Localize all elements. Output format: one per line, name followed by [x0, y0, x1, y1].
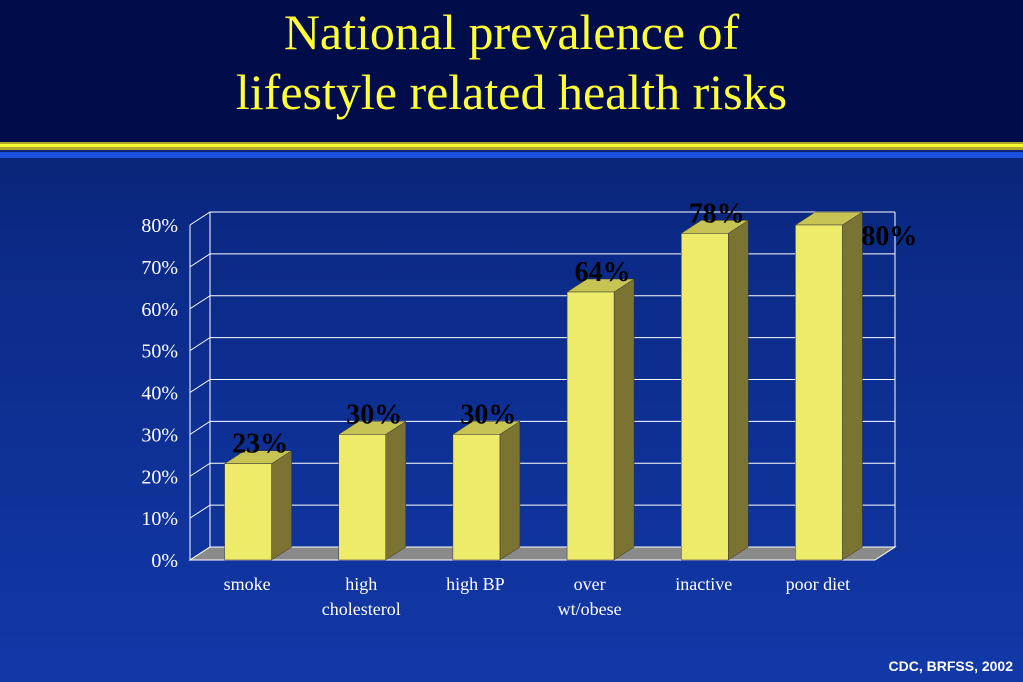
data-label: 78%: [689, 198, 745, 229]
bar-side: [385, 420, 406, 561]
data-label: 80%: [861, 221, 917, 252]
bar-side: [271, 450, 292, 561]
y-tick-label: 0%: [151, 550, 178, 572]
bar: [566, 291, 615, 561]
bar: [795, 224, 843, 561]
chart-floor: [188, 546, 897, 561]
wall-gridline: [189, 379, 211, 393]
data-label: 30%: [460, 399, 516, 430]
y-tick-label: 10%: [141, 508, 178, 530]
y-tick-label: 80%: [141, 215, 178, 237]
wall-gridline: [189, 462, 211, 477]
y-tick-label: 60%: [141, 299, 178, 321]
x-tick-label: cholesterol: [322, 599, 401, 619]
x-tick-label: inactive: [675, 574, 732, 594]
bar: [452, 434, 501, 561]
x-tick-label: high: [345, 574, 377, 594]
y-tick-label: 20%: [141, 466, 178, 488]
wall-gridline: [189, 253, 211, 268]
slide-title: National prevalence of lifestyle related…: [0, 2, 1023, 122]
wall-gridline: [189, 337, 211, 352]
wall-gridline: [189, 420, 211, 435]
title-underline-gold: [0, 142, 1023, 150]
bar-side: [613, 278, 635, 561]
data-label: 64%: [575, 257, 631, 288]
wall-gridline: [189, 504, 211, 519]
bar: [681, 233, 729, 561]
y-tick-label: 30%: [141, 424, 178, 446]
x-tick-label: poor diet: [786, 574, 851, 594]
title-underline-blue: [0, 152, 1023, 158]
data-label: 23%: [232, 429, 288, 460]
y-tick-label: 50%: [141, 341, 178, 363]
bar-side: [842, 211, 863, 561]
source-citation: CDC, BRFSS, 2002: [888, 658, 1013, 674]
x-tick-label: wt/obese: [558, 599, 622, 619]
title-line-2: lifestyle related health risks: [235, 64, 788, 120]
wall-gridline: [189, 211, 211, 226]
data-label: 30%: [346, 399, 402, 430]
title-line-1: National prevalence of: [283, 4, 740, 60]
slide-header: [0, 0, 1023, 142]
x-tick-label: smoke: [224, 574, 271, 594]
y-tick-label: 40%: [141, 383, 178, 405]
bar-side: [499, 420, 521, 561]
y-tick-label: 70%: [141, 257, 178, 279]
x-tick-label: high BP: [446, 574, 505, 594]
wall-gridline: [189, 295, 211, 310]
x-tick-label: over: [574, 574, 606, 594]
bar-side: [728, 219, 749, 561]
bar: [224, 463, 272, 561]
bar: [338, 434, 386, 561]
